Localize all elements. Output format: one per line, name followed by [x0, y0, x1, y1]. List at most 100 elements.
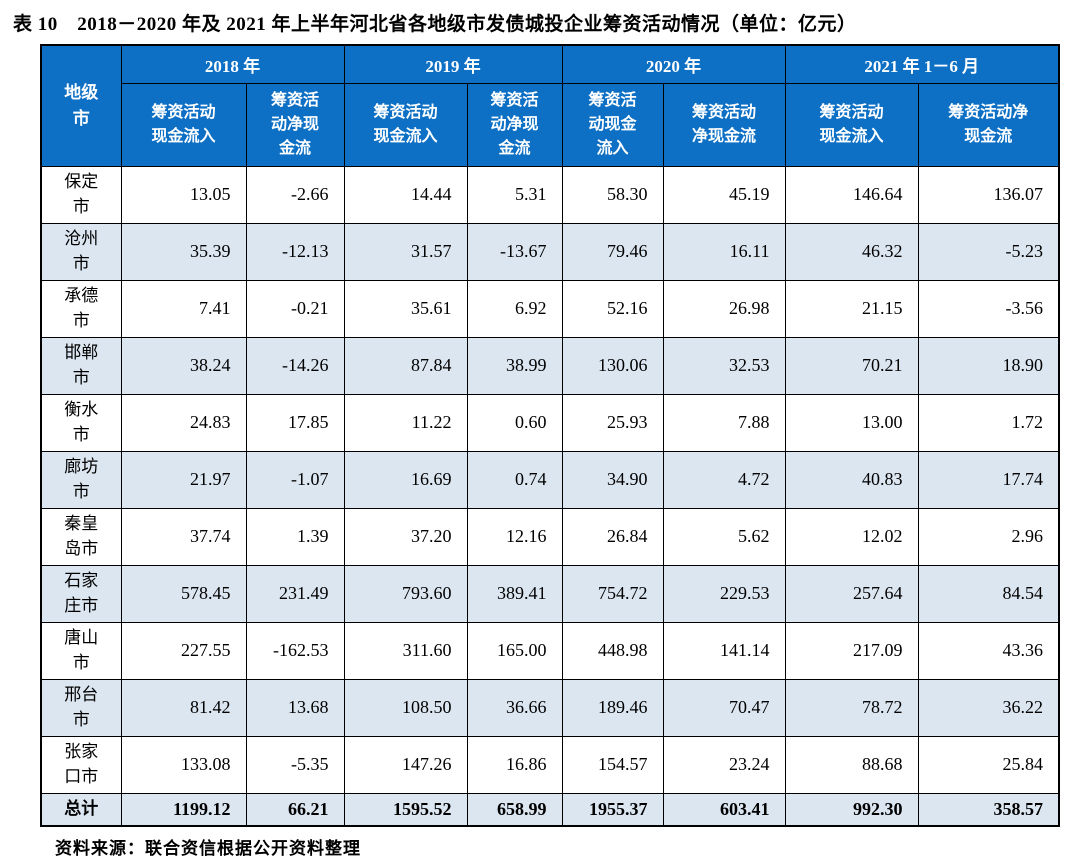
city-cell: 张家 口市: [40, 735, 122, 794]
col-header-2021-inflow: 筹资活动 现金流入: [784, 82, 919, 167]
city-cell: 廊坊 市: [40, 450, 122, 509]
value-cell: 229.53: [662, 564, 786, 623]
col-header-2021-net: 筹资活动净 现金流: [917, 82, 1060, 167]
value-cell: 11.22: [343, 393, 468, 452]
table-row-hengshui: 衡水 市 24.83 17.85 11.22 0.60 25.93 7.88 1…: [40, 393, 1060, 452]
financing-activity-table: 地级 市 2018 年 2019 年 2020 年 2021 年 1－6 月 筹…: [40, 44, 1060, 827]
value-cell: 141.14: [662, 621, 786, 680]
value-cell: 17.85: [245, 393, 345, 452]
city-cell: 邯郸 市: [40, 336, 122, 395]
col-header-2020-inflow: 筹资活 动现金 流入: [561, 82, 664, 167]
city-cell: 石家 庄市: [40, 564, 122, 623]
table-row-total: 总计 1199.12 66.21 1595.52 658.99 1955.37 …: [40, 792, 1060, 827]
value-cell: 36.22: [917, 678, 1060, 737]
city-cell: 唐山 市: [40, 621, 122, 680]
value-cell: 217.09: [784, 621, 919, 680]
value-cell: 231.49: [245, 564, 345, 623]
value-cell: 12.02: [784, 507, 919, 566]
total-value-cell: 358.57: [917, 792, 1060, 827]
value-cell: 46.32: [784, 222, 919, 281]
value-cell: -2.66: [245, 165, 345, 224]
value-cell: 37.74: [120, 507, 247, 566]
value-cell: 14.44: [343, 165, 468, 224]
total-value-cell: 1595.52: [343, 792, 468, 827]
value-cell: 52.16: [561, 279, 664, 338]
col-header-2019-inflow: 筹资活动 现金流入: [343, 82, 468, 167]
value-cell: 35.39: [120, 222, 247, 281]
value-cell: 31.57: [343, 222, 468, 281]
value-cell: 130.06: [561, 336, 664, 395]
value-cell: 12.16: [466, 507, 563, 566]
value-cell: 81.42: [120, 678, 247, 737]
value-cell: 5.62: [662, 507, 786, 566]
value-cell: 7.41: [120, 279, 247, 338]
col-header-2020-net: 筹资活动 净现金流: [662, 82, 786, 167]
col-header-2018-net: 筹资活 动净现 金流: [245, 82, 345, 167]
value-cell: 5.31: [466, 165, 563, 224]
value-cell: -12.13: [245, 222, 345, 281]
city-cell: 衡水 市: [40, 393, 122, 452]
value-cell: 17.74: [917, 450, 1060, 509]
table-row-handan: 邯郸 市 38.24 -14.26 87.84 38.99 130.06 32.…: [40, 336, 1060, 395]
col-header-city: 地级 市: [40, 44, 122, 167]
value-cell: 448.98: [561, 621, 664, 680]
value-cell: 136.07: [917, 165, 1060, 224]
value-cell: 35.61: [343, 279, 468, 338]
value-cell: 189.46: [561, 678, 664, 737]
table-row-chengde: 承德 市 7.41 -0.21 35.61 6.92 52.16 26.98 2…: [40, 279, 1060, 338]
value-cell: 154.57: [561, 735, 664, 794]
value-cell: 24.83: [120, 393, 247, 452]
table-title: 表 10 2018－2020 年及 2021 年上半年河北省各地级市发债城投企业…: [13, 14, 857, 35]
value-cell: -13.67: [466, 222, 563, 281]
value-cell: 18.90: [917, 336, 1060, 395]
value-cell: 58.30: [561, 165, 664, 224]
value-cell: 13.05: [120, 165, 247, 224]
value-cell: 1.39: [245, 507, 345, 566]
table-row-langfang: 廊坊 市 21.97 -1.07 16.69 0.74 34.90 4.72 4…: [40, 450, 1060, 509]
value-cell: 34.90: [561, 450, 664, 509]
value-cell: 793.60: [343, 564, 468, 623]
total-value-cell: 1199.12: [120, 792, 247, 827]
value-cell: 146.64: [784, 165, 919, 224]
city-cell: 邢台 市: [40, 678, 122, 737]
value-cell: 0.60: [466, 393, 563, 452]
table-row-qinhuangdao: 秦皇 岛市 37.74 1.39 37.20 12.16 26.84 5.62 …: [40, 507, 1060, 566]
year-header-row: 地级 市 2018 年 2019 年 2020 年 2021 年 1－6 月: [40, 44, 1060, 167]
sub-header-row: 筹资活动 现金流入 筹资活 动净现 金流 筹资活动 现金流入 筹资活 动净现 金…: [41, 82, 1060, 167]
value-cell: 36.66: [466, 678, 563, 737]
col-header-2019-net: 筹资活 动净现 金流: [466, 82, 563, 167]
city-cell: 保定 市: [40, 165, 122, 224]
value-cell: -0.21: [245, 279, 345, 338]
value-cell: 578.45: [120, 564, 247, 623]
value-cell: 32.53: [662, 336, 786, 395]
city-cell: 秦皇 岛市: [40, 507, 122, 566]
total-value-cell: 1955.37: [561, 792, 664, 827]
source-note: 资料来源：联合资信根据公开资料整理: [55, 839, 361, 858]
value-cell: -1.07: [245, 450, 345, 509]
table-row-baoding: 保定 市 13.05 -2.66 14.44 5.31 58.30 45.19 …: [40, 165, 1060, 224]
value-cell: 26.98: [662, 279, 786, 338]
total-value-cell: 658.99: [466, 792, 563, 827]
value-cell: 79.46: [561, 222, 664, 281]
value-cell: 23.24: [662, 735, 786, 794]
table-row-cangzhou: 沧州 市 35.39 -12.13 31.57 -13.67 79.46 16.…: [40, 222, 1060, 281]
value-cell: 43.36: [917, 621, 1060, 680]
value-cell: 38.24: [120, 336, 247, 395]
value-cell: -14.26: [245, 336, 345, 395]
value-cell: 4.72: [662, 450, 786, 509]
value-cell: 754.72: [561, 564, 664, 623]
value-cell: 37.20: [343, 507, 468, 566]
value-cell: 133.08: [120, 735, 247, 794]
value-cell: 311.60: [343, 621, 468, 680]
city-cell: 承德 市: [40, 279, 122, 338]
total-value-cell: 603.41: [662, 792, 786, 827]
year-header-2021h1: 2021 年 1－6 月: [784, 44, 1060, 84]
value-cell: 78.72: [784, 678, 919, 737]
value-cell: 13.68: [245, 678, 345, 737]
value-cell: 21.15: [784, 279, 919, 338]
value-cell: 88.68: [784, 735, 919, 794]
value-cell: 45.19: [662, 165, 786, 224]
table-row-zhangjiakou: 张家 口市 133.08 -5.35 147.26 16.86 154.57 2…: [40, 735, 1060, 794]
value-cell: 108.50: [343, 678, 468, 737]
value-cell: 87.84: [343, 336, 468, 395]
